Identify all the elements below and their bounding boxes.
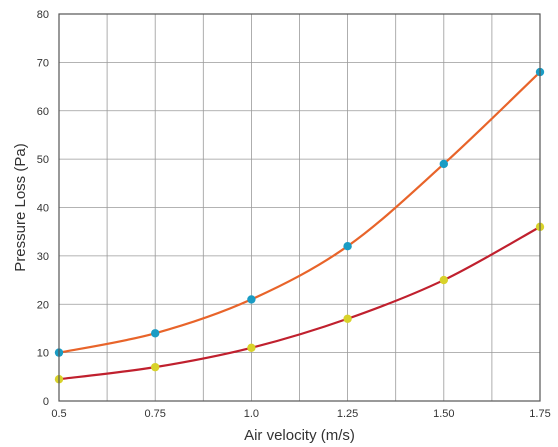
x-axis-title: Air velocity (m/s) <box>244 427 355 444</box>
x-tick-label: 1.75 <box>529 408 550 420</box>
grid <box>59 14 540 401</box>
series-1-point <box>247 295 256 304</box>
series-2-point <box>439 275 448 285</box>
x-tick-label: 1.25 <box>337 408 358 420</box>
tick-labels: 0 10 20 30 40 50 60 70 80 0.5 0.75 1.0 1.25 1.50 1.75 <box>37 9 551 420</box>
y-tick-label: 20 <box>37 299 49 311</box>
y-tick-label: 40 <box>37 203 49 215</box>
series-layer <box>54 67 545 384</box>
y-tick-label: 50 <box>37 154 49 166</box>
series-2-point <box>247 343 256 352</box>
y-tick-label: 30 <box>37 251 49 263</box>
y-tick-label: 70 <box>37 57 49 69</box>
x-tick-label: 0.75 <box>144 408 165 420</box>
x-tick-label: 0.5 <box>51 408 66 420</box>
x-tick-label: 1.0 <box>244 408 259 420</box>
y-tick-label: 80 <box>37 9 49 21</box>
series-2-point <box>151 362 160 372</box>
series-2-point <box>343 314 352 323</box>
plot-frame <box>58 13 541 402</box>
y-tick-label: 10 <box>37 348 49 360</box>
y-axis-title: Pressure Loss (Pa) <box>12 143 29 271</box>
y-tick-label: 60 <box>37 106 49 118</box>
series-1-point <box>439 159 448 169</box>
series-1-point <box>343 242 352 251</box>
series-1-point <box>151 329 160 338</box>
y-tick-label: 0 <box>43 396 49 408</box>
series-2-line <box>58 225 541 381</box>
x-tick-label: 1.50 <box>433 408 454 420</box>
